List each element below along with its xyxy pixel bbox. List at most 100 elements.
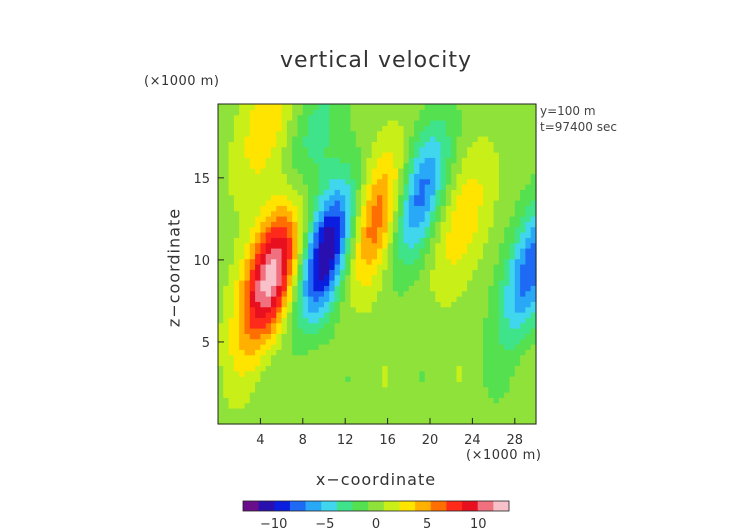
heatmap-cell	[472, 216, 479, 222]
heatmap-cell	[435, 205, 442, 212]
heatmap-cell	[255, 269, 261, 276]
heatmap-cell	[467, 146, 473, 153]
heatmap-cell	[329, 413, 336, 420]
heatmap-cell	[255, 274, 261, 281]
heatmap-cell	[355, 232, 362, 238]
heatmap-cell	[403, 333, 410, 340]
heatmap-cell	[308, 178, 314, 185]
heatmap-cell	[514, 370, 521, 377]
heatmap-cell	[345, 408, 352, 414]
heatmap-cell	[493, 290, 500, 297]
heatmap-cell	[414, 152, 420, 158]
heatmap-cell	[509, 210, 516, 217]
heatmap-cell	[525, 285, 532, 292]
heatmap-cell	[387, 317, 394, 324]
heatmap-cell	[308, 290, 314, 297]
heatmap-cell	[424, 381, 431, 388]
heatmap-cell	[233, 232, 240, 238]
heatmap-cell	[530, 397, 537, 404]
heatmap-cell	[414, 354, 420, 361]
heatmap-cell	[324, 418, 330, 425]
heatmap-cell	[456, 370, 463, 377]
heatmap-cell	[324, 205, 330, 212]
heatmap-cell	[313, 152, 320, 158]
heatmap-cell	[461, 194, 468, 201]
heatmap-cell	[334, 242, 341, 249]
heatmap-cell	[286, 381, 293, 388]
heatmap-cell	[292, 317, 299, 324]
heatmap-cell	[244, 365, 251, 372]
heatmap-cell	[430, 290, 436, 297]
heatmap-cell	[498, 216, 505, 222]
heatmap-cell	[233, 312, 240, 318]
heatmap-cell	[461, 312, 468, 318]
heatmap-cell	[366, 205, 373, 212]
heatmap-cell	[398, 237, 405, 244]
heatmap-cell	[498, 168, 505, 174]
heatmap-cell	[297, 120, 304, 126]
heatmap-cell	[339, 232, 346, 238]
heatmap-cell	[313, 237, 320, 244]
heatmap-cell	[435, 349, 442, 356]
heatmap-cell	[286, 349, 293, 356]
heatmap-cell	[302, 130, 309, 137]
colorbar-swatch	[383, 501, 400, 511]
heatmap-cell	[493, 242, 500, 249]
heatmap-cell	[430, 200, 436, 206]
heatmap-cell	[228, 200, 235, 206]
heatmap-cell	[334, 408, 341, 414]
heatmap-cell	[249, 242, 256, 249]
heatmap-cell	[350, 365, 357, 372]
heatmap-cell	[403, 301, 410, 308]
heatmap-cell	[467, 152, 473, 158]
heatmap-cell	[424, 290, 431, 297]
heatmap-cell	[249, 104, 256, 110]
heatmap-cell	[366, 397, 373, 404]
heatmap-cell	[498, 109, 505, 116]
heatmap-cell	[403, 253, 410, 260]
heatmap-cell	[382, 109, 389, 116]
heatmap-cell	[456, 322, 463, 329]
heatmap-cell	[350, 162, 357, 169]
heatmap-cell	[424, 360, 431, 366]
heatmap-cell	[302, 248, 309, 254]
heatmap-cell	[292, 237, 299, 244]
heatmap-cell	[440, 312, 447, 318]
heatmap-cell	[223, 402, 230, 409]
heatmap-cell	[408, 370, 415, 377]
heatmap-cell	[387, 114, 394, 121]
heatmap-cell	[504, 205, 511, 212]
heatmap-cell	[387, 210, 394, 217]
heatmap-cell	[445, 333, 452, 340]
heatmap-cell	[430, 301, 436, 308]
heatmap-cell	[504, 178, 511, 185]
heatmap-cell	[297, 306, 304, 313]
heatmap-cell	[414, 370, 420, 377]
heatmap-cell	[514, 200, 521, 206]
heatmap-cell	[302, 338, 309, 345]
heatmap-cell	[361, 376, 367, 382]
heatmap-cell	[509, 205, 516, 212]
heatmap-cell	[408, 392, 415, 398]
heatmap-cell	[451, 253, 458, 260]
heatmap-cell	[350, 338, 357, 345]
heatmap-cell	[345, 168, 352, 174]
heatmap-cell	[382, 232, 389, 238]
heatmap-cell	[249, 333, 256, 340]
heatmap-cell	[281, 200, 288, 206]
heatmap-cell	[445, 274, 452, 281]
heatmap-cell	[504, 248, 511, 254]
heatmap-cell	[488, 253, 495, 260]
heatmap-cell	[329, 322, 336, 329]
heatmap-cell	[286, 232, 293, 238]
heatmap-cell	[419, 162, 426, 169]
heatmap-cell	[440, 365, 447, 372]
heatmap-cell	[520, 306, 526, 313]
heatmap-cell	[398, 376, 405, 382]
heatmap-cell	[451, 280, 458, 286]
heatmap-cell	[265, 333, 272, 340]
heatmap-cell	[408, 248, 415, 254]
heatmap-cell	[504, 397, 511, 404]
heatmap-cell	[260, 285, 267, 292]
heatmap-cell	[435, 210, 442, 217]
